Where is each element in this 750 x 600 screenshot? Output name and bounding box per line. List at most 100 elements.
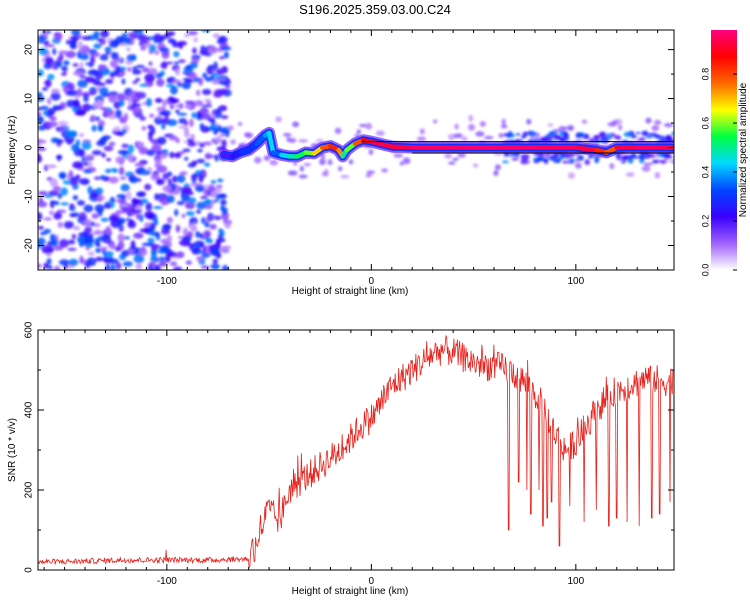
noise-blob bbox=[82, 104, 88, 110]
noise-blob bbox=[479, 121, 487, 127]
noise-blob bbox=[203, 188, 208, 197]
noise-blob bbox=[150, 243, 161, 250]
noise-blob bbox=[52, 185, 61, 192]
weak-blob bbox=[584, 159, 591, 166]
noise-blob bbox=[41, 87, 48, 91]
noise-blob bbox=[184, 133, 191, 138]
colorbar-tick-label: 0.0 bbox=[700, 264, 710, 277]
weak-blob bbox=[562, 160, 569, 164]
weak-blob bbox=[502, 160, 509, 164]
noise-blob bbox=[131, 198, 138, 204]
noise-blob bbox=[176, 200, 185, 206]
colorbar-tick-label: 0.8 bbox=[700, 68, 710, 81]
noise-blob bbox=[110, 51, 116, 60]
noise-blob bbox=[195, 185, 205, 193]
noise-blob bbox=[618, 124, 623, 131]
noise-blob bbox=[84, 226, 93, 234]
noise-blob bbox=[38, 197, 43, 204]
noise-blob bbox=[204, 221, 210, 228]
noise-blob bbox=[94, 71, 104, 80]
noise-blob bbox=[359, 123, 367, 128]
noise-blob bbox=[109, 72, 116, 77]
noise-blob bbox=[138, 248, 148, 256]
noise-blob bbox=[184, 156, 189, 161]
top-ylabel: Frequency (Hz) bbox=[7, 116, 18, 185]
noise-blob bbox=[189, 72, 198, 80]
weak-blob bbox=[652, 160, 658, 164]
weak-blob bbox=[621, 155, 629, 161]
noise-blob bbox=[230, 139, 236, 145]
noise-blob bbox=[185, 260, 192, 265]
noise-blob bbox=[89, 114, 97, 122]
noise-blob bbox=[175, 109, 180, 114]
noise-blob bbox=[155, 178, 165, 186]
noise-blob bbox=[166, 194, 175, 204]
noise-blob bbox=[164, 254, 171, 263]
noise-blob bbox=[110, 264, 116, 270]
top-ytick-label: 0 bbox=[24, 144, 35, 150]
noise-blob bbox=[152, 205, 163, 210]
noise-blob bbox=[169, 105, 175, 109]
noise-blob bbox=[108, 39, 119, 49]
noise-blob bbox=[207, 46, 218, 54]
noise-blob bbox=[38, 212, 43, 221]
noise-blob bbox=[134, 162, 145, 167]
noise-blob bbox=[100, 136, 109, 142]
noise-blob bbox=[183, 126, 189, 136]
noise-blob bbox=[105, 263, 111, 270]
noise-blob bbox=[607, 122, 618, 127]
noise-blob bbox=[63, 221, 75, 229]
chart-title: S196.2025.359.03.00.C24 bbox=[299, 2, 451, 17]
noise-blob bbox=[160, 152, 168, 159]
noise-blob bbox=[76, 235, 85, 244]
weak-blob bbox=[506, 132, 511, 139]
noise-blob bbox=[158, 111, 167, 116]
bot-ytick-label: 0 bbox=[24, 567, 35, 573]
noise-blob bbox=[139, 228, 150, 233]
weak-blob bbox=[528, 131, 537, 137]
noise-blob bbox=[51, 238, 59, 247]
noise-blob bbox=[71, 30, 81, 36]
noise-blob bbox=[215, 252, 222, 259]
noise-blob bbox=[38, 153, 42, 163]
noise-blob bbox=[72, 225, 81, 231]
noise-blob bbox=[166, 216, 173, 224]
noise-blob bbox=[103, 251, 114, 257]
noise-blob bbox=[166, 234, 172, 243]
weak-blob bbox=[522, 131, 530, 135]
noise-blob bbox=[38, 107, 44, 111]
noise-blob bbox=[38, 116, 45, 124]
noise-blob bbox=[101, 152, 106, 158]
noise-blob bbox=[95, 256, 104, 262]
noise-blob bbox=[453, 133, 463, 139]
noise-blob bbox=[104, 46, 112, 53]
weak-blob bbox=[594, 157, 600, 164]
noise-blob bbox=[199, 232, 204, 239]
noise-field bbox=[38, 30, 674, 270]
noise-blob bbox=[174, 152, 182, 159]
noise-blob bbox=[117, 241, 125, 250]
noise-blob bbox=[212, 33, 220, 39]
noise-blob bbox=[204, 154, 216, 159]
noise-blob bbox=[159, 244, 170, 252]
bot-ytick-label: 600 bbox=[24, 321, 35, 338]
noise-blob bbox=[121, 249, 130, 257]
noise-blob bbox=[69, 203, 75, 211]
noise-blob bbox=[86, 257, 97, 266]
noise-blob bbox=[117, 233, 125, 243]
noise-blob bbox=[72, 106, 79, 113]
noise-blob bbox=[131, 69, 142, 75]
noise-blob bbox=[118, 166, 125, 176]
noise-blob bbox=[191, 112, 197, 119]
noise-blob bbox=[76, 200, 86, 206]
noise-blob bbox=[669, 159, 674, 164]
noise-blob bbox=[43, 217, 53, 221]
noise-blob bbox=[98, 86, 109, 96]
noise-blob bbox=[124, 96, 131, 101]
noise-blob bbox=[49, 178, 59, 187]
noise-blob bbox=[139, 83, 149, 87]
noise-blob bbox=[567, 172, 576, 179]
noise-blob bbox=[381, 168, 388, 173]
noise-blob bbox=[88, 49, 98, 55]
noise-blob bbox=[243, 132, 252, 137]
